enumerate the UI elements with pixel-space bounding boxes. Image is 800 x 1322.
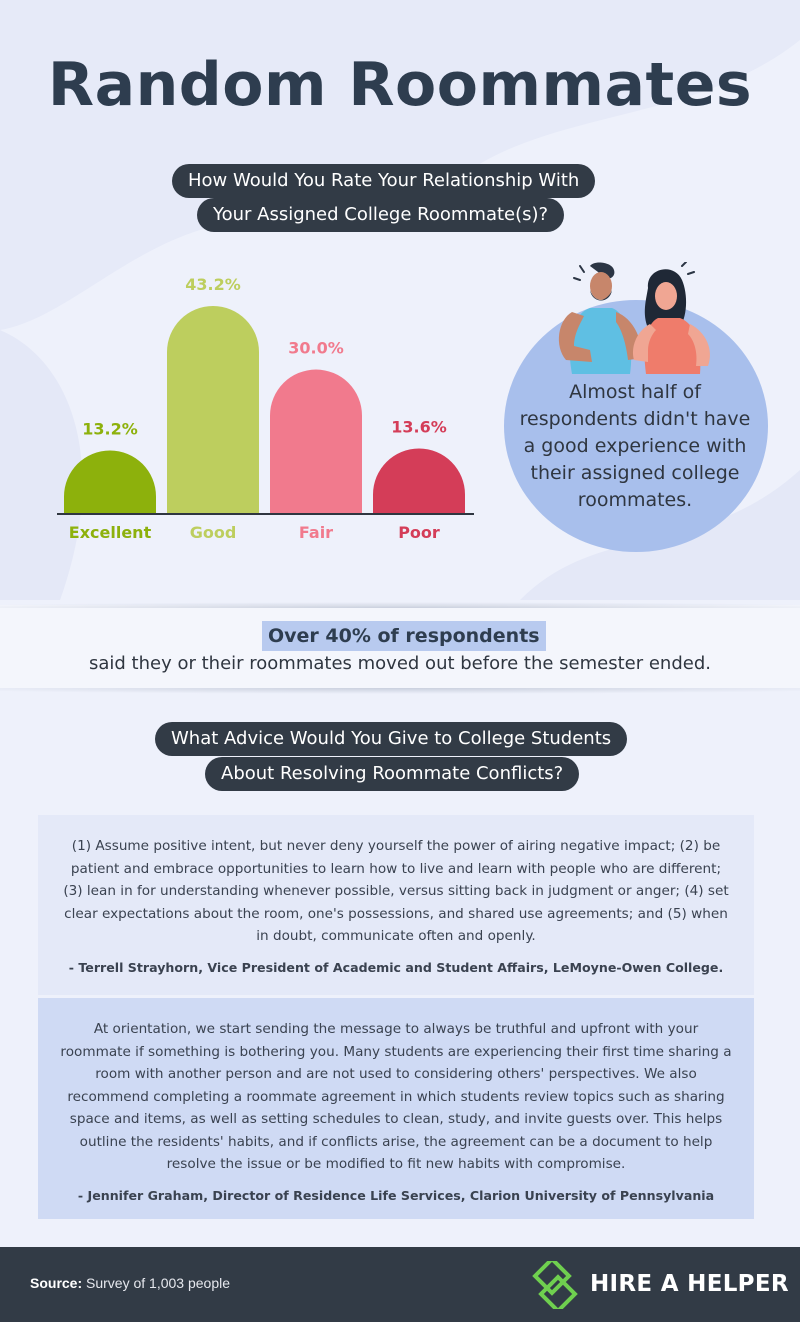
category-label-poor: Poor [398,523,440,542]
advice-title-line-1: What Advice Would You Give to College St… [155,722,628,756]
quote-attribution: - Jennifer Graham, Director of Residence… [77,1187,715,1203]
callout-text: Almost half of respondents didn't have a… [519,381,751,511]
bar-poor [373,448,465,514]
chart-title-line-1: How Would You Rate Your Relationship Wit… [172,164,596,198]
page-title: Random Roommates [47,50,753,120]
brand-name: HIRE A HELPER [590,1271,789,1297]
value-label-fair: 30.0% [288,339,344,358]
value-label-poor: 13.6% [391,418,447,437]
category-label-fair: Fair [299,523,333,542]
bar-fair [270,369,362,514]
value-label-excellent: 13.2% [82,419,138,438]
bar-good [167,306,259,514]
quote-text: (1) Assume positive intent, but never de… [63,838,729,944]
source-note: Source: Survey of 1,003 people [30,1275,230,1291]
quote-card-graham: At orientation, we start sending the mes… [38,998,754,1219]
quote-card-strayhorn: (1) Assume positive intent, but never de… [38,815,754,995]
chart-title-line-2: Your Assigned College Roommate(s)? [197,198,565,232]
two-roommates-illustration [558,262,710,374]
footer: Source: Survey of 1,003 people HIRE A HE… [0,1247,800,1322]
band-bottom-shadow [0,688,800,698]
source-value: Survey of 1,003 people [86,1275,231,1291]
stat-text: said they or their roommates moved out b… [89,653,711,674]
category-label-excellent: Excellent [69,523,152,542]
quote-attribution: - Terrell Strayhorn, Vice President of A… [68,959,724,975]
bars-group: 13.2% Excellent 43.2% Good 30.0% Fair 13.6% Poo… [64,275,465,542]
advice-title-line-2: About Resolving Roommate Conflicts? [205,757,580,791]
hire-a-helper-logo-icon [532,1261,578,1309]
quote-text: At orientation, we start sending the mes… [60,1021,732,1172]
relationship-rating-chart: 13.2% Excellent 43.2% Good 30.0% Fair 13.6% Poo… [57,275,474,542]
value-label-good: 43.2% [185,275,241,294]
stat-highlight: Over 40% of respondents [262,621,546,651]
bar-excellent [64,450,156,514]
band-top-shadow [0,598,800,608]
source-label: Source: [30,1275,83,1291]
category-label-good: Good [190,523,237,542]
